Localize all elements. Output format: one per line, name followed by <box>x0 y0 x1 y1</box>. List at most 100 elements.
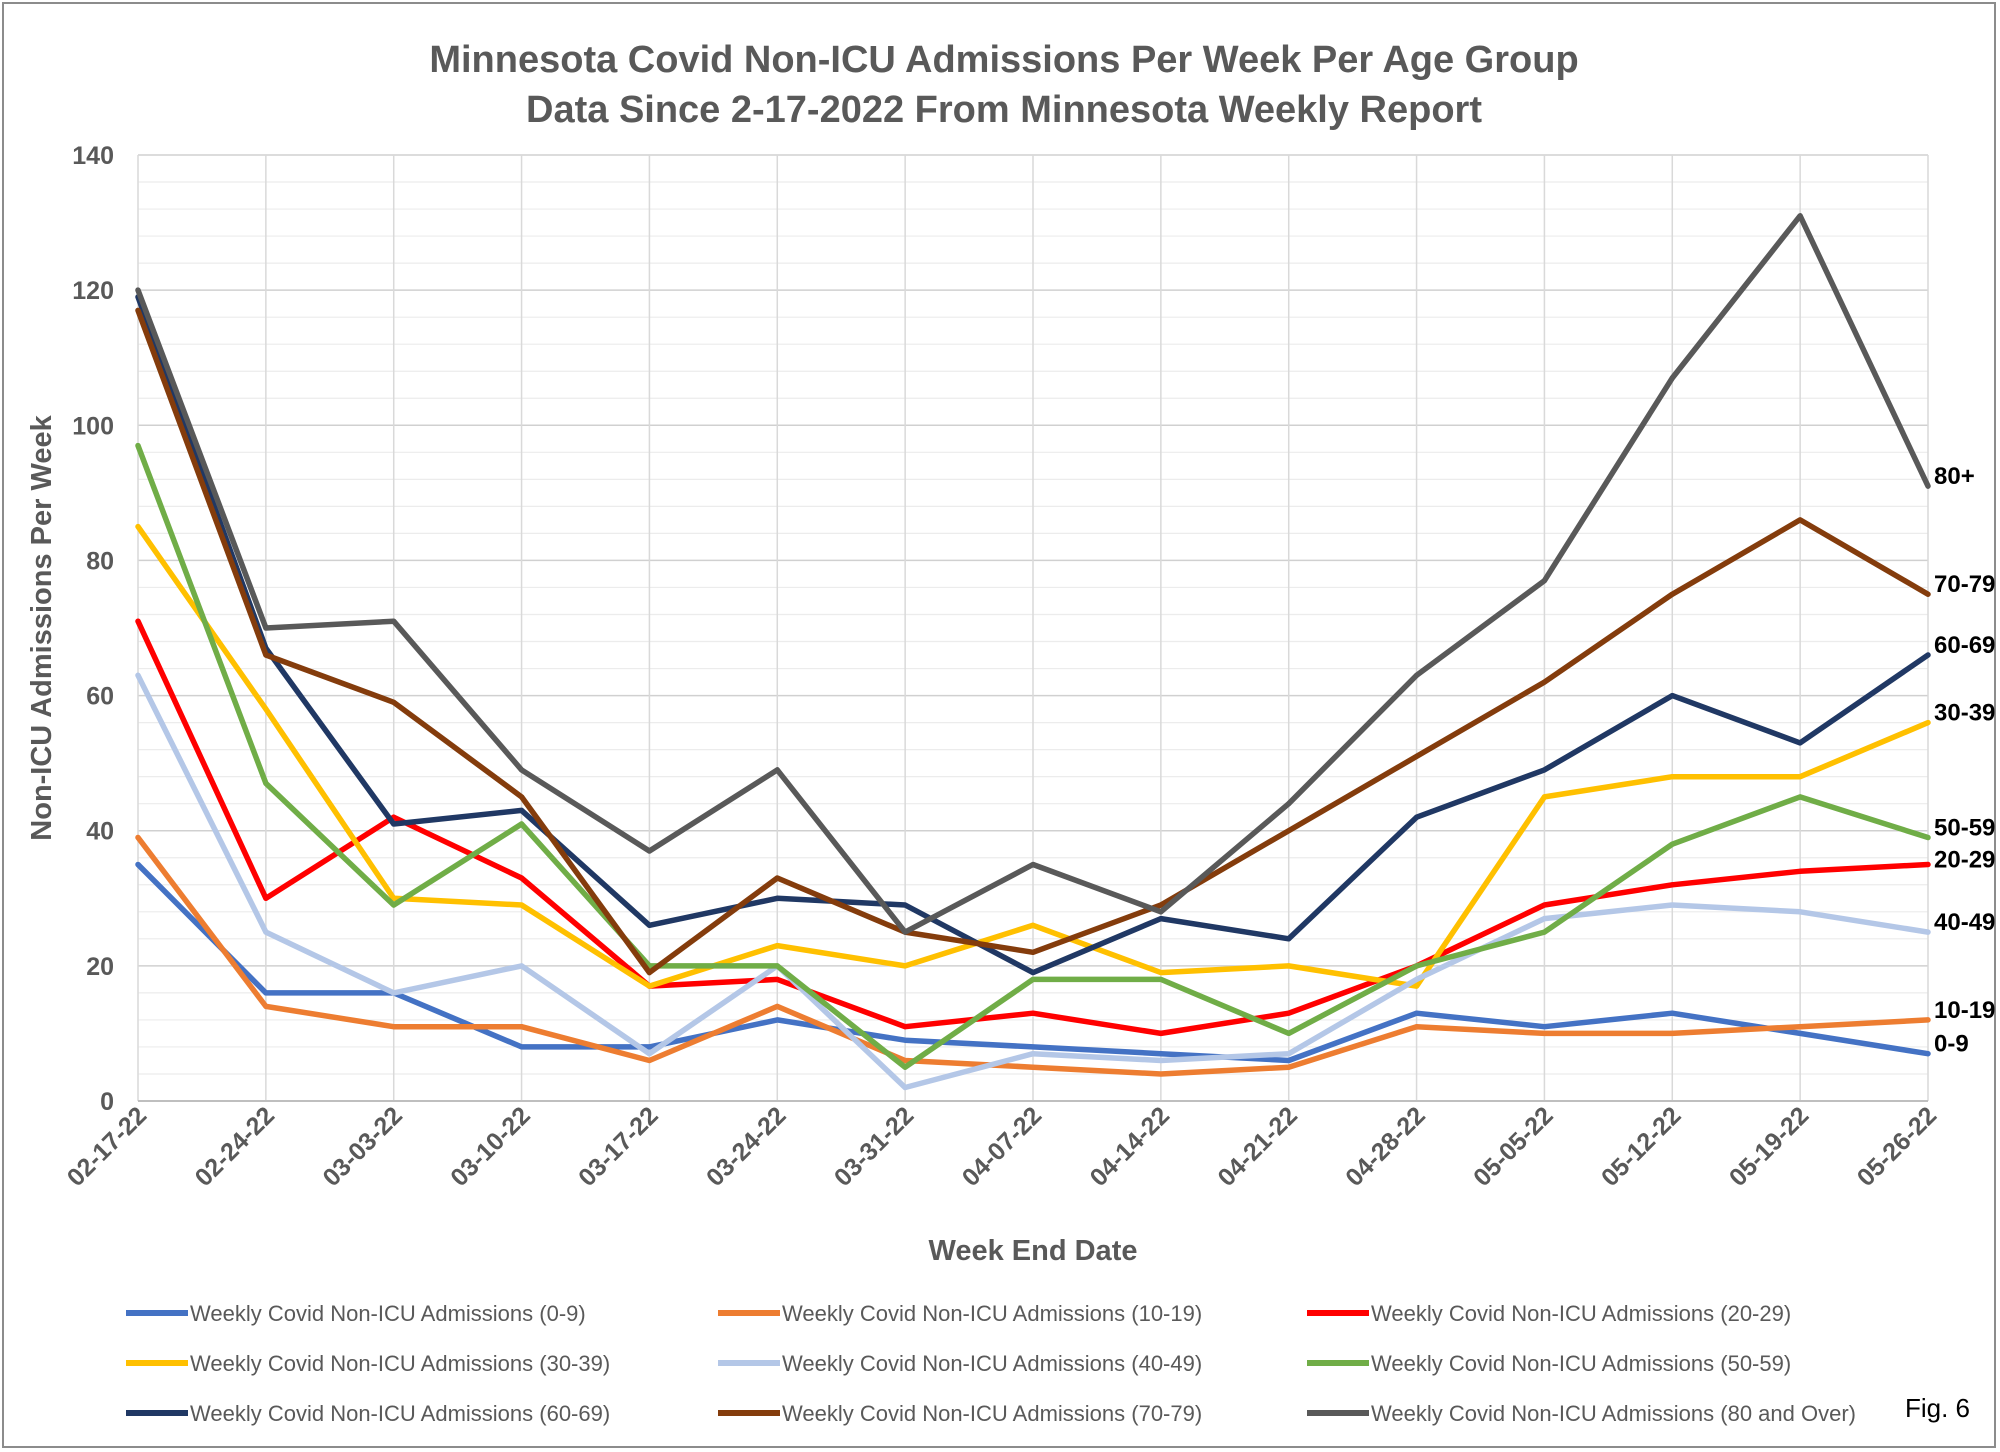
data-point <box>774 963 780 969</box>
chart-subtitle: Data Since 2-17-2022 From Minnesota Week… <box>526 89 1482 131</box>
data-point <box>1030 970 1036 976</box>
data-point <box>1797 794 1803 800</box>
data-point <box>902 929 908 935</box>
series-end-label: 0-9 <box>1934 1031 1969 1058</box>
data-point <box>1669 774 1675 780</box>
data-point <box>1541 902 1547 908</box>
legend-entry: Weekly Covid Non-ICU Admissions (10-19) <box>782 1301 1202 1326</box>
data-point <box>1158 1071 1164 1077</box>
data-point <box>391 821 397 827</box>
data-point <box>1669 375 1675 381</box>
data-point <box>1158 976 1164 982</box>
data-point <box>263 706 269 712</box>
data-point <box>1286 1010 1292 1016</box>
y-tick-label: 140 <box>72 142 114 170</box>
data-point <box>1030 1044 1036 1050</box>
y-tick-label: 80 <box>86 547 114 575</box>
data-point <box>1030 922 1036 928</box>
data-point <box>902 1084 908 1090</box>
data-point <box>902 1057 908 1063</box>
data-point <box>1030 949 1036 955</box>
data-point <box>263 652 269 658</box>
data-point <box>1669 1010 1675 1016</box>
y-tick-label: 120 <box>72 277 114 305</box>
data-point <box>1925 720 1931 726</box>
data-point <box>1158 916 1164 922</box>
series-end-label: 60-69 <box>1934 632 1995 659</box>
x-tick-label: 05-26-22 <box>1852 1101 1943 1192</box>
data-point <box>519 963 525 969</box>
data-point <box>1797 868 1803 874</box>
data-point <box>263 929 269 935</box>
data-point <box>1541 794 1547 800</box>
line-chart: Minnesota Covid Non-ICU Admissions Per W… <box>26 39 1995 1426</box>
data-point <box>263 990 269 996</box>
data-point <box>135 307 141 313</box>
data-point <box>646 1044 652 1050</box>
data-point <box>1286 828 1292 834</box>
x-tick-label: 02-24-22 <box>190 1101 281 1192</box>
data-point <box>902 963 908 969</box>
data-point <box>774 1003 780 1009</box>
data-point <box>1925 1017 1931 1023</box>
data-point <box>1158 1051 1164 1057</box>
chart-title: Minnesota Covid Non-ICU Admissions Per W… <box>429 39 1578 81</box>
x-tick-label: 04-14-22 <box>1085 1101 1176 1192</box>
data-point <box>774 943 780 949</box>
data-point <box>1158 970 1164 976</box>
data-point <box>646 1057 652 1063</box>
data-point <box>902 1024 908 1030</box>
legend-entry: Weekly Covid Non-ICU Admissions (0-9) <box>190 1301 586 1326</box>
data-point <box>1286 1064 1292 1070</box>
data-point <box>1925 929 1931 935</box>
data-point <box>1797 517 1803 523</box>
data-point <box>1797 909 1803 915</box>
data-point <box>263 625 269 631</box>
data-point <box>646 922 652 928</box>
data-point <box>391 990 397 996</box>
y-axis-title: Non-ICU Admissions Per Week <box>26 414 58 840</box>
x-tick-label: 05-19-22 <box>1724 1101 1815 1192</box>
x-axis-title: Week End Date <box>929 1235 1138 1267</box>
data-point <box>1669 902 1675 908</box>
data-point <box>519 821 525 827</box>
data-point <box>902 1037 908 1043</box>
data-point <box>135 618 141 624</box>
data-point <box>135 672 141 678</box>
data-point <box>1158 1057 1164 1063</box>
data-point <box>391 895 397 901</box>
data-point <box>135 834 141 840</box>
data-point <box>519 767 525 773</box>
legend-entry: Weekly Covid Non-ICU Admissions (50-59) <box>1371 1351 1791 1376</box>
data-point <box>902 1064 908 1070</box>
data-point <box>774 976 780 982</box>
data-point <box>519 902 525 908</box>
data-point <box>1797 213 1803 219</box>
data-point <box>519 875 525 881</box>
data-point <box>774 1017 780 1023</box>
data-point <box>1541 578 1547 584</box>
data-point <box>1925 483 1931 489</box>
x-tick-label: 03-03-22 <box>317 1101 408 1192</box>
data-point <box>1030 1064 1036 1070</box>
data-point <box>1669 882 1675 888</box>
data-point <box>774 895 780 901</box>
data-point <box>1541 916 1547 922</box>
x-tick-label: 03-31-22 <box>829 1101 920 1192</box>
data-point <box>646 848 652 854</box>
data-point <box>391 1024 397 1030</box>
data-point <box>646 983 652 989</box>
data-point <box>391 618 397 624</box>
data-point <box>774 767 780 773</box>
data-point <box>1414 672 1420 678</box>
series-end-label: 70-79 <box>1934 571 1995 598</box>
data-point <box>263 780 269 786</box>
data-point <box>519 1044 525 1050</box>
data-point <box>1158 902 1164 908</box>
data-point <box>1030 862 1036 867</box>
series-end-label: 20-29 <box>1934 846 1995 873</box>
data-point <box>1414 753 1420 759</box>
data-point <box>1797 740 1803 746</box>
legend-entry: Weekly Covid Non-ICU Admissions (30-39) <box>190 1351 610 1376</box>
